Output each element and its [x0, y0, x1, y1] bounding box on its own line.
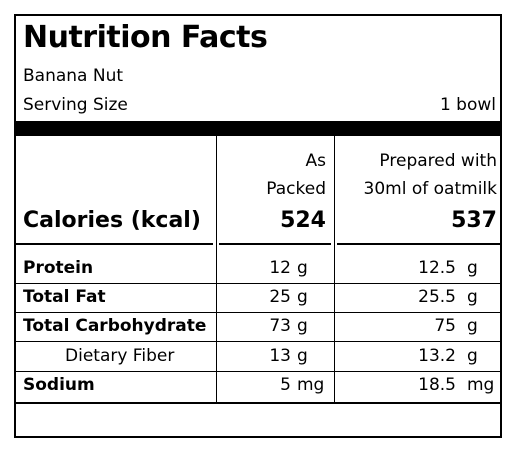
- prepared-unit: g: [467, 316, 478, 336]
- row-divider: [16, 371, 500, 372]
- packed-header-line2: Packed: [266, 179, 326, 199]
- prepared-value: 13.2: [418, 346, 456, 366]
- prepared-unit: g: [467, 287, 478, 307]
- row-divider: [16, 312, 500, 313]
- prepared-value: 75: [434, 316, 456, 336]
- table-bottom-divider: [16, 402, 500, 404]
- nutrition-label: Nutrition Facts Banana Nut Serving Size …: [14, 14, 502, 438]
- packed-value: 25: [269, 287, 291, 307]
- prepared-unit: g: [467, 346, 478, 366]
- label-title: Nutrition Facts: [23, 20, 268, 55]
- packed-unit: g: [297, 287, 308, 307]
- packed-unit: g: [297, 346, 308, 366]
- packed-value: 13: [269, 346, 291, 366]
- nutrient-name: Protein: [23, 258, 94, 278]
- prepared-unit: mg: [467, 375, 495, 395]
- thick-divider: [16, 121, 500, 136]
- packed-unit: g: [297, 258, 308, 278]
- row-divider: [16, 283, 500, 284]
- prepared-value: 25.5: [418, 287, 456, 307]
- calories-divider: [219, 243, 331, 245]
- packed-value: 73: [269, 316, 291, 336]
- column-divider-left: [216, 136, 217, 402]
- packed-value: 12: [269, 258, 291, 278]
- nutrient-name-sub: Dietary Fiber: [65, 346, 175, 366]
- prepared-header-line1: Prepared with: [379, 151, 497, 171]
- packed-unit: mg: [297, 375, 325, 395]
- serving-size-value: 1 bowl: [439, 95, 496, 115]
- nutrient-name: Total Carbohydrate: [23, 316, 207, 336]
- prepared-value: 12.5: [418, 258, 456, 278]
- row-divider: [16, 341, 500, 342]
- packed-unit: g: [297, 316, 308, 336]
- packed-header-line1: As: [305, 151, 327, 171]
- product-name: Banana Nut: [23, 66, 124, 86]
- calories-divider: [337, 243, 500, 245]
- calories-prepared: 537: [451, 208, 497, 233]
- serving-size-label: Serving Size: [23, 95, 128, 115]
- prepared-header-line2: 30ml of oatmilk: [363, 179, 497, 199]
- calories-divider: [16, 243, 213, 245]
- nutrient-name: Sodium: [23, 375, 95, 395]
- nutrient-name: Total Fat: [23, 287, 106, 307]
- calories-label: Calories (kcal): [23, 208, 201, 233]
- packed-value: 5: [280, 375, 291, 395]
- prepared-value: 18.5: [418, 375, 456, 395]
- column-divider-right: [334, 136, 335, 402]
- calories-packed: 524: [280, 208, 326, 233]
- prepared-unit: g: [467, 258, 478, 278]
